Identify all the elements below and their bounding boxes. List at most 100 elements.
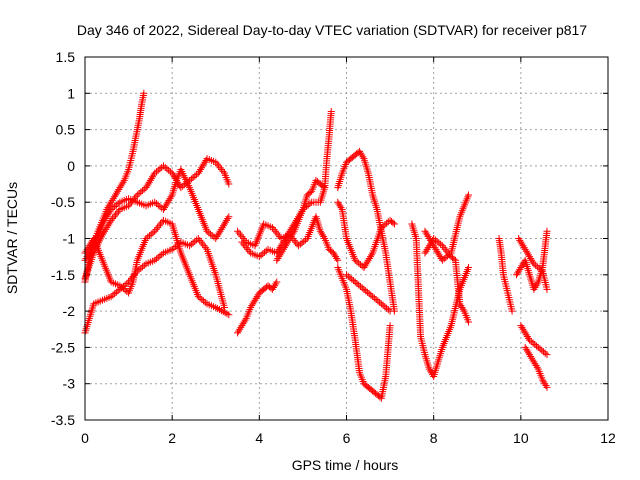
axis-ticks: 0 2 4 6 8 10 12 -3.5 -3 -2.5 -2 -1.5 -1 -0.5 0 0.5 1 1.5 [51,49,616,446]
data-point [432,245,440,253]
data-point [151,227,159,235]
data-point [421,227,429,235]
data-point [241,316,249,324]
data-point [106,218,114,226]
data-point [177,184,185,192]
data-point [435,239,443,247]
data-point [279,245,287,253]
data-point [268,224,276,232]
data-point [515,235,523,242]
data-point [423,231,431,239]
data-point [543,227,551,235]
data-point [155,222,163,230]
data-point [349,277,357,285]
data-point [109,204,117,212]
x-tick-label: 2 [168,430,176,446]
data-point [163,165,171,173]
data-point [196,236,204,244]
data-point [358,151,366,159]
data-point [386,322,394,330]
data-point [433,247,441,255]
data-point [197,238,205,246]
data-point [438,242,446,250]
data-point [105,202,113,210]
data-point [119,178,127,186]
data-point [518,240,526,248]
x-tick-label: 8 [430,430,438,446]
data-point [278,247,286,255]
data-point [365,290,373,298]
data-point [170,173,178,181]
data-point [154,201,162,209]
data-point [522,345,530,353]
data-point [152,200,160,208]
data-point [186,242,194,250]
data-point [109,195,117,203]
data-point [533,263,541,271]
plot-frame [84,56,609,421]
data-point [523,347,531,355]
data-point [520,244,528,252]
data-point [521,245,529,253]
data-point [237,323,245,331]
series-sat-e [81,216,233,319]
data-point [111,290,119,298]
data-point [277,249,285,257]
data-point [156,203,164,211]
data-point [111,203,119,211]
data-point [285,236,293,244]
data-point [430,235,438,242]
data-point [539,376,547,384]
data-point [379,301,387,309]
data-point [261,248,269,256]
data-point [116,184,124,192]
data-point [159,205,167,213]
data-point [381,221,389,229]
data-point [250,298,258,306]
data-point [531,340,539,348]
data-point [147,175,155,183]
data-point [273,256,281,264]
data-point [147,230,155,238]
data-point [187,240,195,248]
data-point [356,282,364,290]
x-tick-label: 0 [81,430,89,446]
data-point [528,354,536,362]
data-point [517,264,525,272]
data-point [331,251,339,259]
series-sat-h [238,184,329,261]
data-point [225,311,233,319]
data-point [541,349,549,357]
data-point [524,349,532,357]
y-tick-label: -2.5 [51,339,75,355]
data-point [532,282,540,290]
data-point [112,211,120,219]
data-point [168,245,176,253]
data-point [154,224,162,232]
data-point [327,107,335,115]
data-point [110,193,118,201]
data-point [238,238,246,246]
data-point [531,360,539,368]
series-sat-l [334,198,398,272]
data-point [199,240,207,248]
data-point [146,232,154,240]
data-point [438,256,446,264]
data-point [104,211,112,219]
data-point [442,253,450,261]
data-point [114,287,122,295]
data-point [450,255,458,263]
data-point [272,280,280,288]
data-point [200,242,208,250]
data-point [103,213,111,221]
data-point [152,168,160,176]
data-point [431,236,439,244]
data-point [377,224,385,232]
data-point [217,225,225,233]
data-point [220,220,228,228]
series-sat-s [521,343,551,391]
data-point [522,247,530,255]
series-sat-u [517,322,551,359]
data-point [187,175,195,183]
